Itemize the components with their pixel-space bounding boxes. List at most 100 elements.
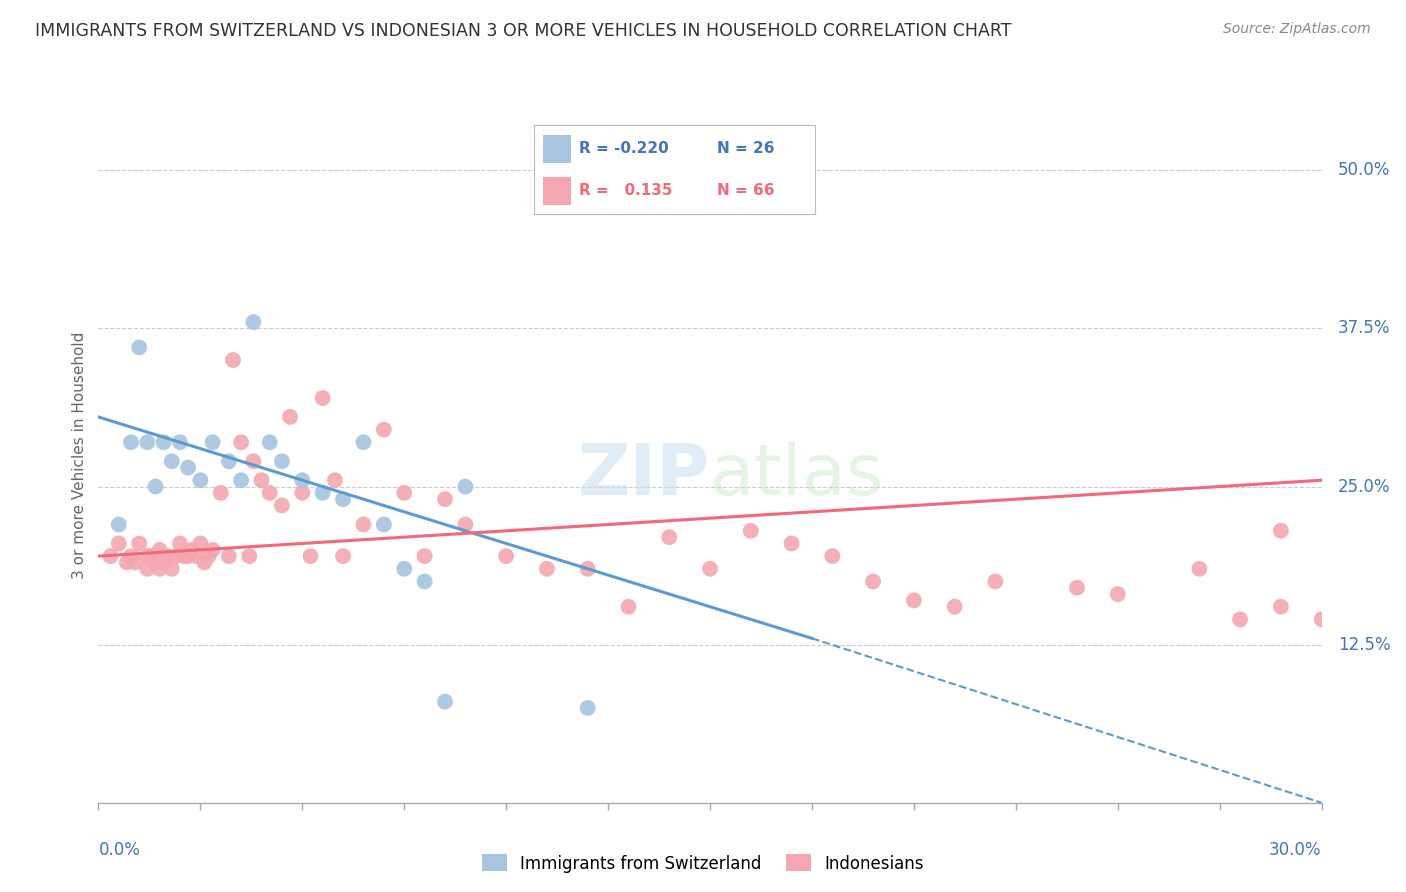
Point xyxy=(156,549,179,563)
Bar xyxy=(543,135,571,163)
Point xyxy=(201,435,224,450)
Point xyxy=(186,549,208,563)
Point xyxy=(352,517,374,532)
Text: N = 66: N = 66 xyxy=(717,184,775,198)
Point xyxy=(278,409,301,424)
Point xyxy=(434,695,457,709)
Text: 30.0%: 30.0% xyxy=(1270,841,1322,859)
Point xyxy=(152,435,174,450)
Point xyxy=(495,549,517,563)
Point xyxy=(209,486,232,500)
Point xyxy=(780,536,803,550)
Point xyxy=(188,473,212,487)
Point xyxy=(120,435,142,450)
Point xyxy=(291,473,314,487)
Point xyxy=(136,562,159,576)
Point xyxy=(270,454,294,468)
Point xyxy=(259,435,281,450)
Point xyxy=(576,562,599,576)
Text: 37.5%: 37.5% xyxy=(1339,319,1391,337)
Point xyxy=(1229,612,1251,626)
Point xyxy=(454,517,477,532)
Point xyxy=(332,492,354,507)
Point xyxy=(658,530,681,544)
Point xyxy=(903,593,925,607)
Point xyxy=(1066,581,1088,595)
Point xyxy=(169,536,191,550)
Point xyxy=(136,435,159,450)
Point xyxy=(238,549,260,563)
Legend: Immigrants from Switzerland, Indonesians: Immigrants from Switzerland, Indonesians xyxy=(475,847,931,880)
Point xyxy=(434,492,457,507)
Point xyxy=(312,391,335,405)
Point xyxy=(352,435,374,450)
Point xyxy=(943,599,966,614)
Y-axis label: 3 or more Vehicles in Household: 3 or more Vehicles in Household xyxy=(72,331,87,579)
Point xyxy=(862,574,884,589)
Point xyxy=(136,549,159,563)
Text: IMMIGRANTS FROM SWITZERLAND VS INDONESIAN 3 OR MORE VEHICLES IN HOUSEHOLD CORREL: IMMIGRANTS FROM SWITZERLAND VS INDONESIA… xyxy=(35,22,1012,40)
Point xyxy=(1270,599,1292,614)
Point xyxy=(1270,524,1292,538)
Text: ZIP: ZIP xyxy=(578,442,710,510)
Point xyxy=(145,556,167,570)
Point xyxy=(699,562,721,576)
Text: 50.0%: 50.0% xyxy=(1339,161,1391,179)
Point xyxy=(1310,612,1333,626)
Text: R =   0.135: R = 0.135 xyxy=(579,184,673,198)
Text: 0.0%: 0.0% xyxy=(98,841,141,859)
Point xyxy=(231,473,253,487)
Point xyxy=(188,536,212,550)
Point xyxy=(242,454,264,468)
Point xyxy=(270,499,294,513)
Point xyxy=(145,479,167,493)
Point xyxy=(231,435,253,450)
Point xyxy=(173,549,195,563)
Text: N = 26: N = 26 xyxy=(717,142,775,156)
Point xyxy=(242,315,264,329)
Point xyxy=(291,486,314,500)
Point xyxy=(373,517,395,532)
Point xyxy=(373,423,395,437)
Point xyxy=(149,542,172,557)
Point xyxy=(1188,562,1211,576)
Point xyxy=(821,549,844,563)
Point xyxy=(165,549,187,563)
Text: Source: ZipAtlas.com: Source: ZipAtlas.com xyxy=(1223,22,1371,37)
Point xyxy=(218,454,240,468)
Point xyxy=(120,549,142,563)
Text: 12.5%: 12.5% xyxy=(1339,636,1391,654)
Point xyxy=(128,536,150,550)
Point xyxy=(1107,587,1129,601)
Point xyxy=(108,536,131,550)
Point xyxy=(160,454,183,468)
Point xyxy=(141,549,163,563)
Point xyxy=(332,549,354,563)
Point xyxy=(984,574,1007,589)
Point xyxy=(177,549,200,563)
Text: 25.0%: 25.0% xyxy=(1339,477,1391,496)
Point xyxy=(100,549,122,563)
Point xyxy=(323,473,346,487)
Point xyxy=(115,556,138,570)
Point xyxy=(413,549,436,563)
Point xyxy=(250,473,273,487)
Text: R = -0.220: R = -0.220 xyxy=(579,142,669,156)
Point xyxy=(177,460,200,475)
Point xyxy=(576,701,599,715)
Point xyxy=(222,353,245,368)
Text: atlas: atlas xyxy=(710,442,884,510)
Point xyxy=(454,479,477,493)
Point xyxy=(413,574,436,589)
Point xyxy=(312,486,335,500)
Point xyxy=(152,556,174,570)
Bar xyxy=(543,177,571,205)
Point xyxy=(740,524,762,538)
Point xyxy=(108,517,131,532)
Point xyxy=(392,486,416,500)
Point xyxy=(169,435,191,450)
Point xyxy=(299,549,322,563)
Point xyxy=(181,542,204,557)
Point xyxy=(617,599,640,614)
Point xyxy=(197,549,219,563)
